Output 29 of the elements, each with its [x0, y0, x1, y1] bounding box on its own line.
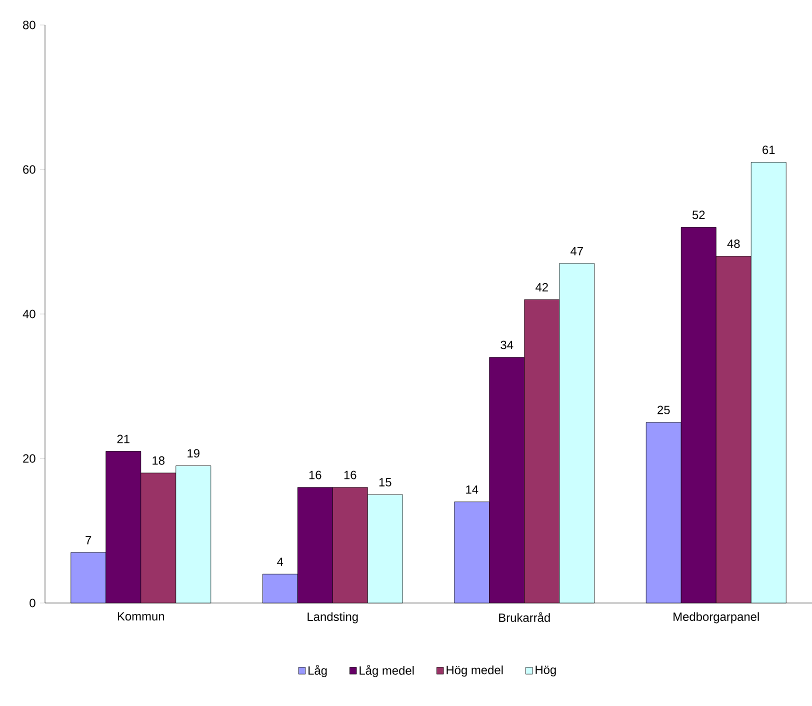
y-tick-label: 0: [30, 598, 36, 608]
data-label: 16: [309, 470, 322, 480]
x-tick-label: Landsting: [308, 612, 358, 624]
data-label: 7: [86, 536, 92, 544]
data-label: 15: [379, 478, 392, 486]
legend-label: Hög medel: [446, 665, 503, 677]
data-label: 61: [762, 146, 775, 154]
legend-label: Hög: [536, 666, 556, 676]
data-label: 14: [466, 485, 478, 494]
data-label: 16: [344, 470, 356, 480]
data-label: 34: [500, 340, 514, 350]
y-tick-label: 60: [23, 165, 36, 174]
legend-label: Låg medel: [360, 664, 414, 678]
data-label: 47: [570, 247, 583, 256]
data-label: 21: [117, 434, 130, 444]
data-label: 4: [277, 558, 284, 566]
legend-label: Låg: [308, 664, 327, 678]
data-label: 25: [658, 406, 670, 414]
x-tick-label: Brukarråd: [499, 612, 550, 622]
y-tick-label: 80: [23, 20, 36, 30]
data-label: 19: [188, 449, 200, 458]
data-label: 42: [536, 283, 548, 292]
data-label: 18: [152, 456, 164, 465]
y-tick-label: 20: [23, 454, 36, 463]
x-tick-label: Kommun: [118, 612, 164, 621]
x-tick-label: Medborgarpanel: [674, 612, 759, 624]
data-label: 48: [727, 240, 740, 248]
y-tick-label: 40: [22, 310, 36, 318]
data-label: 52: [692, 210, 705, 220]
